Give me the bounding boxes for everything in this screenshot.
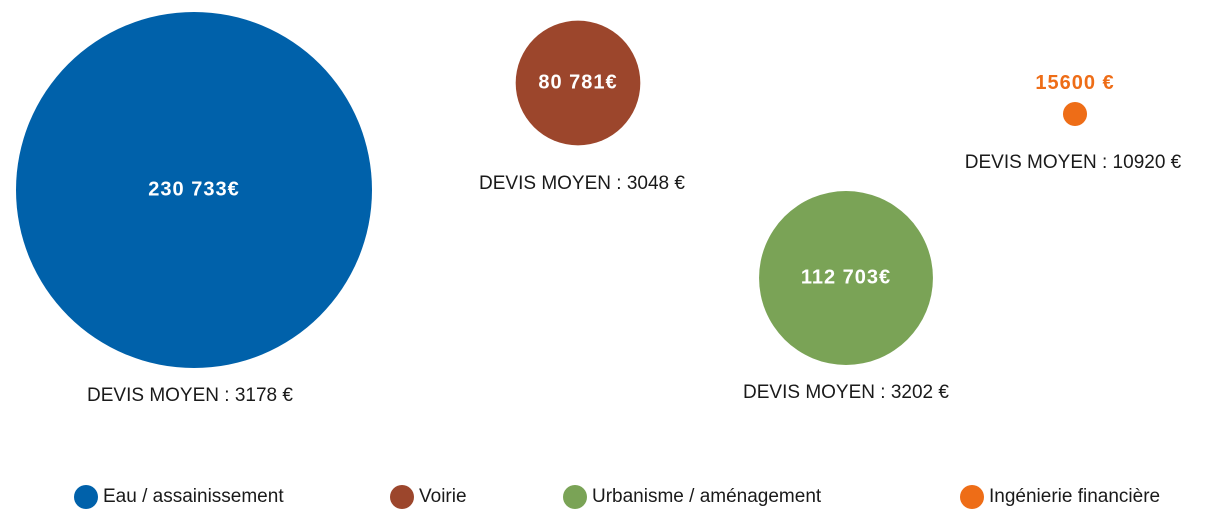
bubble — [1062, 101, 1088, 127]
average-quote: DEVIS MOYEN : 3202 € — [743, 382, 949, 403]
value-label: 230 733€ — [148, 178, 239, 200]
value-label: 112 703€ — [801, 266, 891, 288]
bubble — [16, 12, 372, 368]
bubble — [759, 191, 933, 365]
bubble — [515, 20, 641, 146]
average-quote: DEVIS MOYEN : 3048 € — [479, 173, 685, 194]
legend-swatch — [960, 485, 984, 509]
legend-label: Ingénierie financière — [989, 486, 1160, 507]
average-quote: DEVIS MOYEN : 3178 € — [87, 385, 293, 406]
legend-swatch — [563, 485, 587, 509]
legend-swatch — [74, 485, 98, 509]
legend-label: Urbanisme / aménagement — [592, 486, 822, 507]
value-label: 15600 € — [1035, 72, 1114, 94]
legend-label: Voirie — [419, 486, 467, 507]
value-label: 80 781€ — [538, 71, 617, 93]
legend-label: Eau / assainissement — [103, 486, 284, 507]
average-quote: DEVIS MOYEN : 10920 € — [965, 152, 1182, 173]
legend-swatch — [390, 485, 414, 509]
